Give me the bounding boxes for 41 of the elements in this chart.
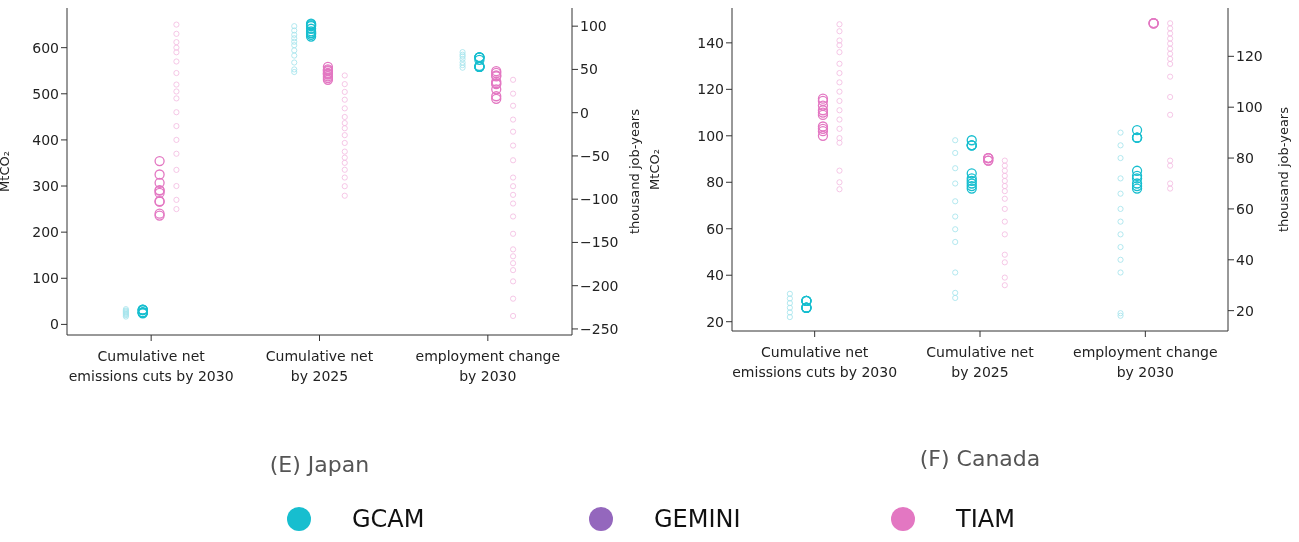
y-tick-label: 20 bbox=[706, 313, 724, 330]
y-tick-label: 100 bbox=[697, 127, 724, 144]
y-tick-label: 600 bbox=[32, 39, 59, 56]
y2-axis-title: thousand job-years bbox=[1275, 106, 1291, 232]
y-tick-label: 60 bbox=[706, 220, 724, 237]
y-tick-label: 200 bbox=[32, 224, 59, 241]
x-tick-label: Cumulative net by 2025 bbox=[265, 348, 374, 384]
y2-tick-label: 80 bbox=[1236, 150, 1254, 167]
legend-label: GEMINI bbox=[654, 505, 741, 533]
y2-tick-label: 50 bbox=[580, 61, 598, 78]
legend-label: TIAM bbox=[956, 505, 1015, 533]
x-tick-label: employment change by 2030 bbox=[1073, 344, 1218, 380]
text: (F) Canada bbox=[918, 446, 1042, 471]
y-tick-label: 120 bbox=[697, 81, 724, 98]
y2-axis-title: thousand job-years bbox=[626, 108, 642, 234]
x-tick-label: Cumulative net emissions cuts by 2030 bbox=[732, 344, 898, 380]
y2-tick-label: −100 bbox=[580, 191, 619, 208]
y2-tick-label: −200 bbox=[580, 277, 619, 294]
y2-tick-label: 40 bbox=[1236, 251, 1254, 268]
y-tick-label: 140 bbox=[697, 34, 724, 51]
x-tick-label: Cumulative net by 2025 bbox=[926, 344, 1035, 380]
y2-tick-label: 20 bbox=[1236, 302, 1254, 319]
y2-tick-label: 120 bbox=[1236, 48, 1263, 65]
x-tick-label: employment change by 2030 bbox=[415, 348, 561, 384]
y-tick-label: 400 bbox=[32, 131, 59, 148]
text: (E) Japan bbox=[268, 452, 371, 477]
y2-tick-label: −150 bbox=[580, 234, 619, 251]
y-tick-label: 40 bbox=[706, 267, 724, 284]
y2-tick-label: 100 bbox=[580, 18, 607, 35]
x-tick-label: Cumulative net emissions cuts by 2030 bbox=[68, 348, 234, 384]
y2-tick-label: 60 bbox=[1236, 200, 1254, 217]
y-tick-label: 300 bbox=[32, 178, 59, 194]
y2-tick-label: 0 bbox=[580, 104, 589, 121]
y2-tick-label: −250 bbox=[580, 320, 619, 337]
y-tick-label: 500 bbox=[32, 85, 59, 102]
y2-tick-label: −50 bbox=[580, 147, 610, 164]
y2-tick-label: 100 bbox=[1236, 99, 1263, 116]
y-tick-label: 0 bbox=[50, 316, 59, 333]
legend-label: GCAM bbox=[352, 505, 425, 533]
y-tick-label: 100 bbox=[32, 270, 59, 287]
y-tick-label: 80 bbox=[706, 174, 724, 191]
